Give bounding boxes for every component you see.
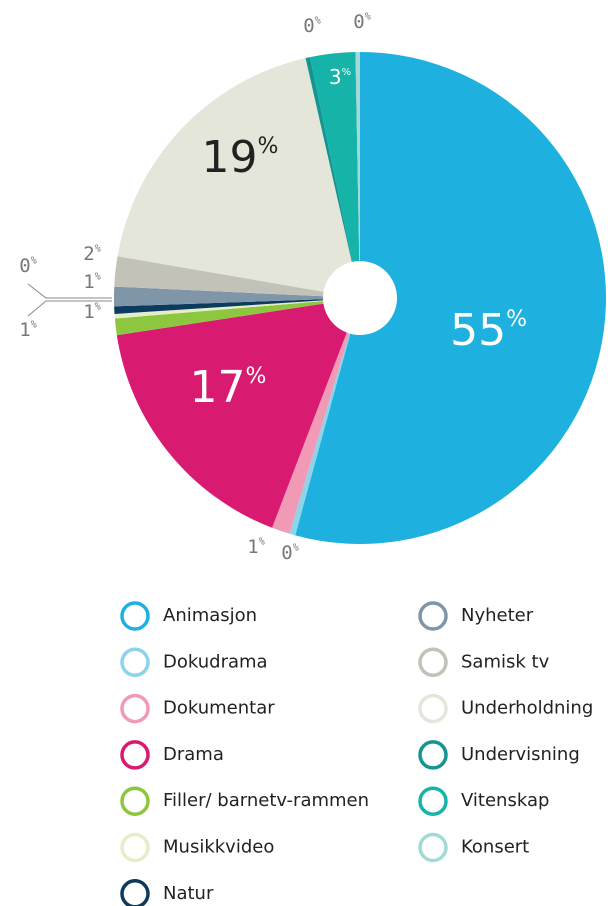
value-label: 55% — [450, 305, 527, 356]
value-number: 19 — [202, 132, 258, 183]
leader-line — [27, 300, 112, 317]
percent-sign: % — [95, 271, 101, 282]
pie-slice — [305, 57, 353, 262]
percent-sign: % — [259, 536, 265, 547]
legend-marker — [120, 693, 150, 724]
legend-label: Vitenskap — [461, 790, 549, 811]
legend-label: Animasjon — [163, 605, 257, 626]
legend-marker — [418, 832, 448, 863]
pie-slice — [114, 256, 324, 297]
value-number: 55 — [450, 305, 506, 356]
value-number: 1 — [247, 536, 258, 558]
legend-marker — [418, 601, 448, 631]
percent-sign: % — [246, 364, 267, 389]
legend-marker — [120, 832, 150, 863]
legend-label: Natur — [163, 883, 214, 904]
pie-slice — [116, 303, 347, 528]
value-label: 17% — [190, 362, 267, 413]
legend-marker — [120, 879, 150, 906]
legend-label: Musikkvideo — [163, 837, 274, 858]
percent-sign: % — [31, 319, 37, 330]
value-number: 0 — [281, 542, 292, 564]
pie-slice — [355, 52, 360, 262]
legend-marker — [418, 693, 448, 724]
pie-slice — [114, 299, 324, 314]
legend-marker — [120, 786, 150, 816]
pie-slice — [114, 301, 324, 336]
value-number: 0 — [303, 15, 314, 37]
value-label: 0% — [19, 255, 36, 277]
value-label: 1% — [247, 536, 264, 558]
pie-slice — [310, 52, 360, 262]
legend-label: Dokudrama — [163, 651, 268, 672]
percent-sign: % — [315, 15, 321, 26]
value-number: 0 — [353, 11, 364, 33]
legend-marker — [120, 601, 150, 631]
percent-sign: % — [95, 243, 101, 254]
percent-sign: % — [31, 255, 37, 266]
percent-sign: % — [506, 307, 527, 332]
percent-sign: % — [365, 11, 371, 22]
legend-marker — [120, 740, 150, 770]
legend-label: Nyheter — [461, 605, 534, 626]
value-number: 3 — [329, 65, 342, 89]
pie-slice — [114, 300, 324, 319]
leader-line — [27, 283, 112, 299]
legend-label: Dokumentar — [163, 698, 275, 719]
legend-label: Filler/ barnetv-rammen — [163, 790, 369, 811]
percent-sign: % — [293, 542, 299, 553]
legend-marker — [418, 740, 448, 770]
pie-slice — [117, 58, 352, 292]
legend-marker — [120, 647, 150, 678]
legend-label: Drama — [163, 744, 224, 765]
value-label: 19% — [202, 132, 279, 183]
pie-slice — [289, 333, 351, 536]
value-label: 1% — [83, 301, 100, 323]
value-number: 0 — [19, 255, 30, 277]
value-label: 2% — [83, 243, 100, 265]
value-number: 1 — [19, 319, 30, 341]
percent-sign: % — [342, 67, 352, 78]
legend-marker — [418, 647, 448, 678]
percent-sign: % — [258, 134, 279, 159]
value-number: 1 — [83, 271, 94, 293]
pie-slice — [295, 52, 607, 544]
value-number: 2 — [83, 243, 94, 265]
legend-label: Undervisning — [461, 744, 580, 765]
value-label: 3% — [329, 65, 351, 89]
legend-label: Konsert — [461, 837, 529, 858]
legend-marker — [418, 786, 448, 816]
value-number: 1 — [83, 301, 94, 323]
legend-label: Underholdning — [461, 698, 593, 719]
value-label: 0% — [353, 11, 370, 33]
value-label: 1% — [83, 271, 100, 293]
percent-sign: % — [95, 301, 101, 312]
value-label: 1% — [19, 319, 36, 341]
pie-slice — [114, 286, 324, 307]
value-label: 0% — [281, 542, 298, 564]
pie-slice — [272, 332, 350, 534]
legend-label: Samisk tv — [461, 651, 550, 672]
value-label: 0% — [303, 15, 320, 37]
value-number: 17 — [190, 362, 246, 413]
